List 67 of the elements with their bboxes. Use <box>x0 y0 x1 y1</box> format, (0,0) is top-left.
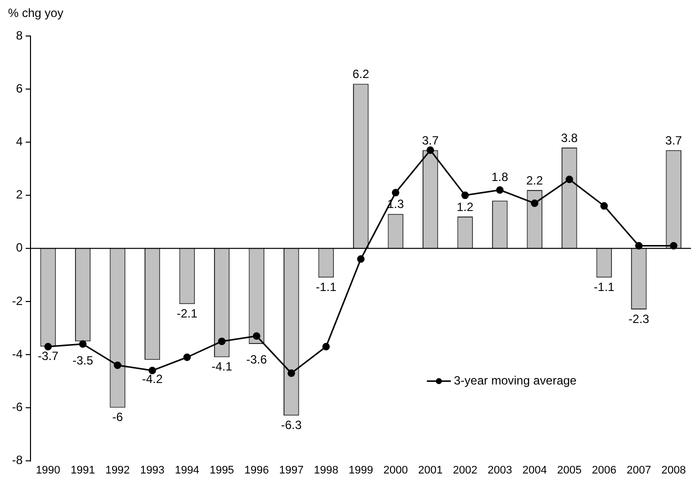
data-label: -6 <box>112 410 124 424</box>
data-label: 6.2 <box>352 67 370 82</box>
x-tick-label: 2002 <box>452 464 478 476</box>
x-tick-label: 1999 <box>348 464 374 476</box>
data-label: 3.7 <box>422 133 440 148</box>
data-label: -2.1 <box>176 306 198 320</box>
point <box>218 338 226 346</box>
point <box>566 176 574 184</box>
point <box>530 200 538 208</box>
point <box>461 192 469 200</box>
point <box>635 242 643 250</box>
data-label: -6.3 <box>280 418 302 432</box>
point <box>252 332 260 340</box>
x-tick-label: 2003 <box>488 464 512 476</box>
data-label: -3.6 <box>246 352 268 366</box>
y-tick-label: 4 <box>16 134 23 149</box>
x-tick-label: 1995 <box>210 464 234 476</box>
data-label: -1.1 <box>316 280 337 294</box>
point <box>600 202 608 210</box>
data-label: 3.7 <box>665 133 682 148</box>
y-tick-label: 0 <box>16 240 23 255</box>
data-label: 2.2 <box>526 173 544 188</box>
point <box>357 255 365 263</box>
x-tick-label: 2004 <box>522 464 547 476</box>
y-tick-label: -6 <box>12 400 23 414</box>
data-label: -1.1 <box>594 280 615 294</box>
point <box>392 188 400 196</box>
y-tick-label: 8 <box>16 28 23 42</box>
x-tick-label: 1997 <box>279 464 304 476</box>
data-label: -4.1 <box>211 360 232 374</box>
y-tick-label: 2 <box>16 188 23 202</box>
y-tick-label: -8 <box>12 453 23 468</box>
data-label: -4.2 <box>142 372 163 386</box>
x-tick-label: 1994 <box>174 464 200 476</box>
x-tick-label: 2007 <box>626 464 652 476</box>
x-tick-label: 1993 <box>140 464 165 476</box>
y-tick-label: -4 <box>12 346 23 361</box>
data-label: 1.2 <box>456 200 474 214</box>
y-tick-label: 6 <box>16 81 23 96</box>
point <box>670 242 678 250</box>
x-tick-label: 1992 <box>105 464 130 476</box>
point <box>183 354 191 362</box>
x-tick-label: 1991 <box>70 464 96 476</box>
x-tick-label: 2000 <box>383 464 408 476</box>
data-label: -3.7 <box>38 348 59 363</box>
point <box>322 342 330 350</box>
data-label: -3.5 <box>72 354 94 368</box>
point <box>426 146 434 154</box>
point <box>496 186 504 194</box>
point <box>44 342 52 350</box>
x-tick-label: 1998 <box>314 464 338 476</box>
data-label: -2.3 <box>628 312 650 326</box>
legend-label: 3-year moving average <box>454 373 577 388</box>
data-label: 1.8 <box>492 170 509 184</box>
point <box>79 340 87 348</box>
x-tick-label: 1996 <box>244 464 269 476</box>
x-tick-label: 1990 <box>36 464 60 476</box>
x-tick-label: 2001 <box>418 464 443 476</box>
x-tick-label: 2005 <box>557 464 582 476</box>
x-tick-label: 2006 <box>592 464 616 476</box>
y-tick-label: -2 <box>12 294 23 308</box>
y-axis-title: % chg yoy <box>8 6 64 20</box>
x-tick-label: 2008 <box>661 464 686 476</box>
point <box>148 366 156 374</box>
data-label: 3.8 <box>561 130 578 145</box>
point <box>288 369 296 377</box>
point <box>114 361 122 369</box>
